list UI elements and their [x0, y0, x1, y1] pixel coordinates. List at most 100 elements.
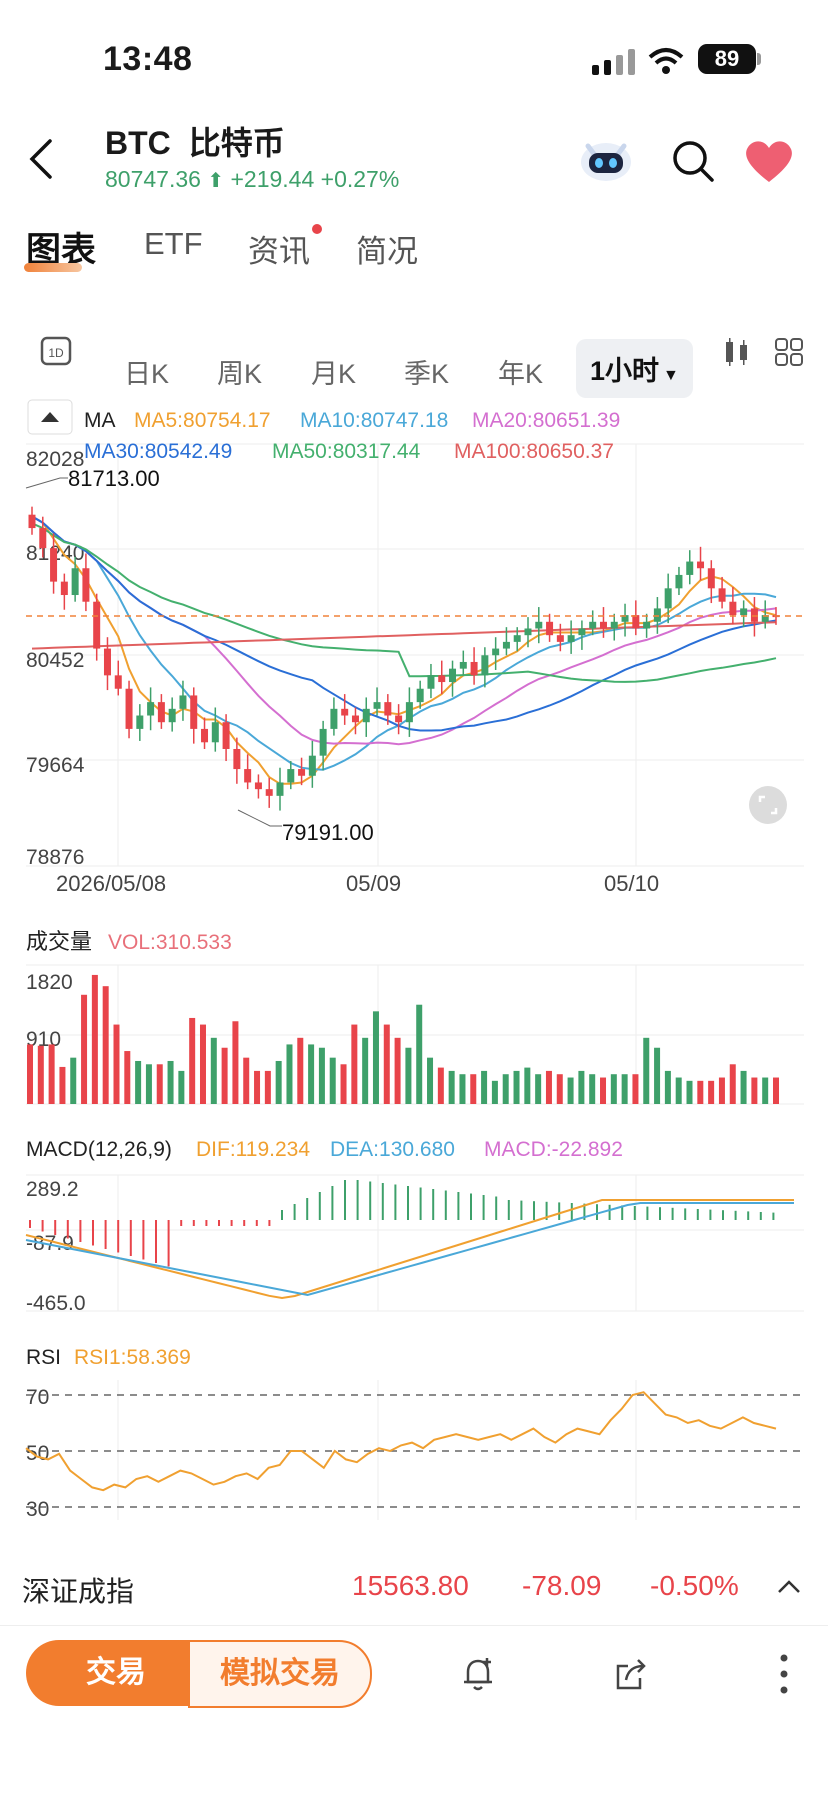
rsi-line	[25, 1391, 777, 1492]
volume-bar	[718, 1077, 725, 1104]
volume-bar	[448, 1070, 455, 1104]
trade-button[interactable]: 交易	[26, 1640, 206, 1706]
price-line: 80747.36 ⬆ +219.44 +0.27%	[105, 166, 399, 193]
price-tick: 79664	[26, 754, 85, 777]
candle-body	[470, 661, 478, 676]
candle-body	[621, 615, 629, 622]
macd-title: MACD(12,26,9)	[26, 1138, 172, 1161]
battery-icon: 89	[698, 44, 756, 74]
volume-bar	[372, 1011, 379, 1104]
volume-bar	[405, 1047, 412, 1104]
candle-body	[599, 621, 607, 629]
simulated-trade-button[interactable]: 模拟交易	[188, 1640, 372, 1708]
macd-tick: -87.9	[26, 1232, 74, 1255]
candle-body	[707, 568, 715, 589]
candle-body	[535, 621, 543, 629]
volume-tick: 1820	[26, 971, 73, 994]
robot-assistant-icon[interactable]	[578, 134, 634, 184]
active-tab-underline	[24, 263, 82, 272]
chevron-up-icon[interactable]	[776, 1578, 802, 1596]
volume-bar	[113, 1024, 120, 1104]
fullscreen-icon[interactable]	[749, 786, 787, 824]
volume-bar	[362, 1037, 369, 1104]
candle-body	[222, 722, 230, 749]
candle-style-icon[interactable]	[722, 336, 752, 368]
volume-bar	[675, 1077, 682, 1104]
wifi-icon	[648, 48, 684, 74]
candle-body	[136, 715, 144, 729]
candle-body	[449, 668, 457, 683]
tab-profile[interactable]: 简况	[356, 234, 418, 269]
rsi-reference-lines	[26, 1394, 804, 1508]
volume-bar	[340, 1064, 347, 1104]
ma5-value: MA5:80754.17	[134, 409, 271, 432]
price-change-pct: +0.27%	[320, 166, 400, 192]
volume-bar	[254, 1070, 261, 1104]
candle-body	[589, 621, 597, 629]
candle-body	[50, 548, 58, 582]
volume-bar	[589, 1074, 596, 1104]
candle-body	[168, 708, 176, 723]
volume-bar	[318, 1047, 325, 1104]
footer-bar	[0, 1625, 828, 1756]
back-icon[interactable]	[24, 137, 60, 181]
ticker-change: -78.09	[522, 1570, 602, 1601]
ma-line	[31, 621, 777, 650]
ticker-background	[0, 1521, 828, 1631]
ma-line	[31, 515, 777, 746]
period-week[interactable]: 周K	[217, 359, 263, 389]
macd-dif-line	[25, 1199, 794, 1300]
candle-body	[750, 608, 758, 622]
favorite-heart-icon[interactable]	[744, 138, 794, 184]
candle-body	[287, 769, 295, 783]
candle-body	[147, 702, 155, 716]
volume-bar	[600, 1077, 607, 1104]
volume-bar	[567, 1077, 574, 1104]
collapse-up-icon[interactable]	[41, 412, 59, 422]
tab-etf[interactable]: ETF	[144, 226, 203, 261]
period-day[interactable]: 日K	[124, 359, 170, 389]
ma-line	[31, 515, 777, 771]
candle-body	[308, 755, 316, 776]
more-options-icon[interactable]	[776, 1652, 792, 1696]
volume-bar	[394, 1037, 401, 1104]
price-tick: 80452	[26, 649, 84, 672]
candle-body	[546, 621, 554, 636]
candle-body	[524, 628, 532, 636]
volume-bar	[81, 994, 88, 1104]
period-1d-icon[interactable]: 1D	[40, 335, 72, 367]
candle-body	[190, 695, 198, 729]
candle-body	[82, 568, 90, 602]
period-year[interactable]: 年K	[498, 359, 544, 389]
price-tick: 78876	[26, 846, 84, 869]
grid-layout-icon[interactable]	[774, 337, 804, 367]
candle-body	[179, 695, 187, 709]
candle-body	[513, 635, 521, 642]
candle-body	[362, 708, 370, 723]
candle-body	[103, 648, 111, 676]
volume-bar	[27, 1044, 33, 1104]
volume-bar	[621, 1074, 628, 1104]
volume-value: VOL:310.533	[108, 931, 232, 954]
rsi-tick: 70	[26, 1386, 49, 1409]
period-1h[interactable]: 1小时 ▼	[576, 339, 693, 398]
current-price: 80747.36	[105, 166, 201, 192]
period-quarter[interactable]: 季K	[404, 359, 450, 389]
volume-bar	[740, 1070, 747, 1104]
volume-bar	[632, 1074, 639, 1104]
arrow-up-icon: ⬆	[207, 170, 225, 192]
volume-bar	[751, 1077, 758, 1104]
search-icon[interactable]	[670, 138, 716, 184]
share-icon[interactable]	[612, 1654, 652, 1694]
macd-tick: -465.0	[26, 1292, 86, 1315]
chart-area[interactable]: MA MA5:80754.17 MA10:80747.18 MA20:80651…	[0, 380, 828, 1530]
volume-bar	[178, 1070, 185, 1104]
volume-bar	[383, 1024, 390, 1104]
period-month[interactable]: 月K	[311, 359, 357, 389]
low-value: 79191.00	[282, 820, 374, 845]
volume-bar	[524, 1067, 531, 1104]
ma10-value: MA10:80747.18	[300, 409, 448, 432]
index-ticker[interactable]: 深证成指 15563.80 -78.09 -0.50%	[0, 1548, 828, 1628]
tab-news[interactable]: 资讯	[248, 234, 310, 269]
bell-add-icon[interactable]	[458, 1654, 498, 1694]
